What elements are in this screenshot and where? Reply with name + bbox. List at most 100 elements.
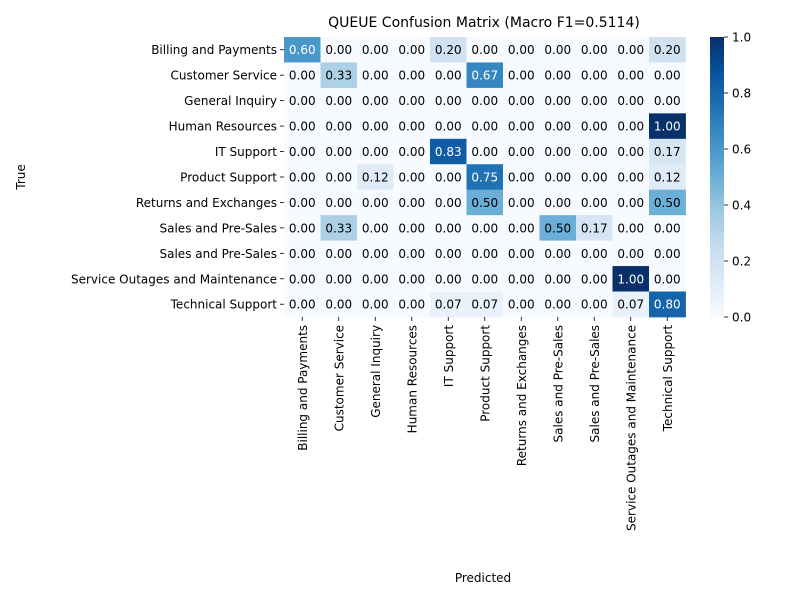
cell-value-label: 0.00	[581, 298, 608, 312]
colorbar-tick-label: 0.6	[732, 143, 751, 157]
heatmap-cell	[430, 266, 467, 292]
heatmap-cell	[430, 164, 467, 191]
y-tick-label: Returns and Exchanges	[136, 196, 277, 210]
heatmap-cell	[649, 215, 686, 241]
cell-value-label: 0.50	[544, 221, 571, 235]
cell-value-label: 0.00	[362, 145, 389, 159]
x-tick-label: IT Support	[442, 325, 456, 387]
heatmap-cell	[466, 37, 504, 63]
cell-value-label: 0.67	[471, 69, 498, 83]
cell-value-label: 1.00	[617, 272, 644, 286]
heatmap-cell	[466, 215, 504, 241]
x-tick-label: Sales and Pre-Sales	[551, 325, 565, 443]
cell-value-label: 0.00	[398, 196, 425, 210]
heatmap-cell	[393, 164, 431, 191]
heatmap-cell	[430, 240, 467, 267]
cell-value-label: 0.00	[289, 272, 316, 286]
cell-value-label: 0.00	[362, 196, 389, 210]
heatmap-cell	[503, 138, 540, 165]
heatmap-cell	[649, 138, 686, 165]
heatmap-cell	[357, 113, 394, 140]
heatmap-cell	[430, 189, 467, 216]
cell-value-label: 0.00	[581, 43, 608, 57]
cell-value-label: 0.00	[398, 221, 425, 235]
heatmap-cell	[503, 87, 540, 114]
heatmap-cell	[320, 113, 358, 140]
heatmap-cell	[284, 215, 321, 241]
cell-value-label: 0.00	[654, 221, 681, 235]
heatmap-cell	[649, 87, 686, 114]
x-tick-label: Sales and Pre-Sales	[588, 325, 602, 443]
cell-value-label: 0.00	[654, 247, 681, 261]
x-tick-label: Human Resources	[405, 325, 419, 433]
heatmap-cell	[539, 266, 577, 292]
cell-value-label: 0.00	[325, 196, 352, 210]
cell-value-label: 0.00	[398, 69, 425, 83]
cell-value-label: 0.00	[654, 272, 681, 286]
cell-value-label: 0.00	[289, 120, 316, 134]
cell-value-label: 0.00	[435, 221, 462, 235]
cell-value-label: 0.00	[544, 298, 571, 312]
heatmap-cell	[576, 113, 613, 140]
cell-value-label: 0.00	[471, 94, 498, 108]
heatmap-cell	[393, 87, 431, 114]
cell-value-label: 0.33	[325, 69, 352, 83]
cell-value-label: 0.00	[435, 69, 462, 83]
heatmap-cell	[503, 240, 540, 267]
cell-value-label: 0.00	[289, 298, 316, 312]
heatmap-cell	[430, 113, 467, 140]
heatmap-cell	[320, 87, 358, 114]
cell-value-label: 0.00	[398, 120, 425, 134]
heatmap-cell	[649, 164, 686, 191]
heatmap-cell	[539, 62, 577, 89]
heatmap-cell	[430, 215, 467, 241]
heatmap-cell	[393, 62, 431, 89]
cell-value-label: 0.00	[581, 272, 608, 286]
heatmap-cell	[393, 266, 431, 292]
cell-value-label: 0.00	[508, 69, 535, 83]
heatmap-cell	[612, 113, 650, 140]
cell-value-label: 0.00	[581, 247, 608, 261]
cell-value-label: 0.00	[617, 170, 644, 184]
cell-value-label: 0.00	[508, 196, 535, 210]
y-tick-label: General Inquiry	[184, 94, 277, 108]
cell-value-label: 0.00	[508, 272, 535, 286]
heatmap-cell	[503, 266, 540, 292]
cell-value-label: 0.20	[435, 43, 462, 57]
heatmap-cell	[357, 164, 394, 191]
cell-value-label: 0.00	[398, 94, 425, 108]
cell-value-label: 0.00	[508, 221, 535, 235]
colorbar-tick-label: 0.4	[732, 199, 751, 213]
cell-value-label: 0.00	[362, 272, 389, 286]
heatmap-cell	[357, 189, 394, 216]
cell-value-label: 0.00	[289, 69, 316, 83]
cell-value-label: 0.00	[325, 247, 352, 261]
heatmap-cell	[466, 62, 504, 89]
y-tick-label: Sales and Pre-Sales	[160, 221, 278, 235]
heatmap-cell	[576, 138, 613, 165]
cell-value-label: 0.00	[398, 145, 425, 159]
x-tick-label: Service Outages and Maintenance	[624, 325, 638, 531]
cell-value-label: 0.00	[544, 196, 571, 210]
heatmap-cell	[430, 87, 467, 114]
cell-value-label: 0.00	[544, 247, 571, 261]
cell-value-label: 0.00	[471, 221, 498, 235]
heatmap-cell	[649, 189, 686, 216]
cell-value-label: 0.00	[398, 298, 425, 312]
cell-value-label: 0.07	[471, 298, 498, 312]
x-axis-label: Predicted	[455, 571, 511, 585]
cell-value-label: 0.00	[654, 69, 681, 83]
cell-value-label: 0.00	[544, 120, 571, 134]
cell-value-label: 0.00	[362, 247, 389, 261]
heatmap-cell	[284, 138, 321, 165]
cell-value-label: 0.00	[508, 94, 535, 108]
heatmap-cell	[393, 113, 431, 140]
heatmap-cell	[576, 240, 613, 267]
cell-value-label: 0.00	[398, 43, 425, 57]
heatmap-cell	[284, 37, 321, 63]
heatmap-cell	[284, 240, 321, 267]
cell-value-label: 0.12	[362, 170, 389, 184]
cell-value-label: 0.00	[362, 120, 389, 134]
cell-value-label: 0.00	[617, 120, 644, 134]
heatmap-cell	[284, 164, 321, 191]
